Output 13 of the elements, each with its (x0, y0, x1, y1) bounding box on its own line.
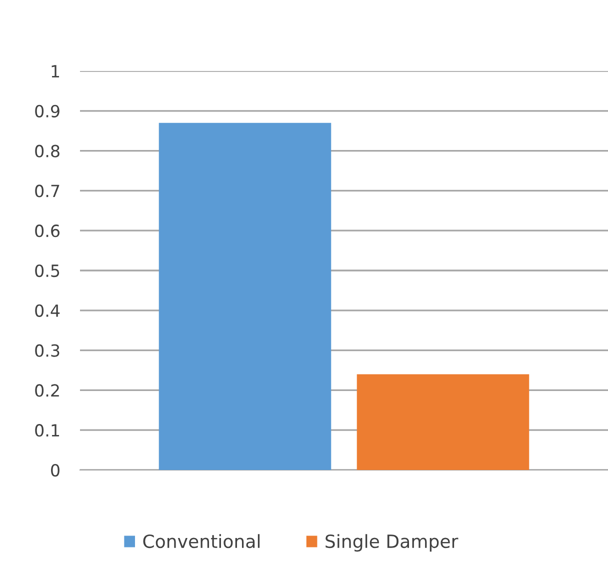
y-tick-label: 0.4 (35, 304, 60, 317)
legend-label: Single Damper (326, 534, 458, 552)
y-tick-label: 0.2 (35, 384, 59, 397)
legend-label: Conventional (143, 534, 260, 548)
y-tick-label: 0.7 (35, 184, 60, 198)
y-tick-label: 0.3 (35, 344, 60, 357)
y-tick-label: 0.5 (35, 264, 60, 278)
y-tick-label: 1 (52, 65, 60, 78)
y-tick-label: 0 (51, 464, 60, 477)
y-tick-label: 0.6 (35, 224, 60, 238)
y-tick-label: 0.8 (35, 144, 60, 158)
y-tick-label: 0.1 (35, 424, 60, 437)
y-tick-label: 0.9 (35, 104, 60, 118)
